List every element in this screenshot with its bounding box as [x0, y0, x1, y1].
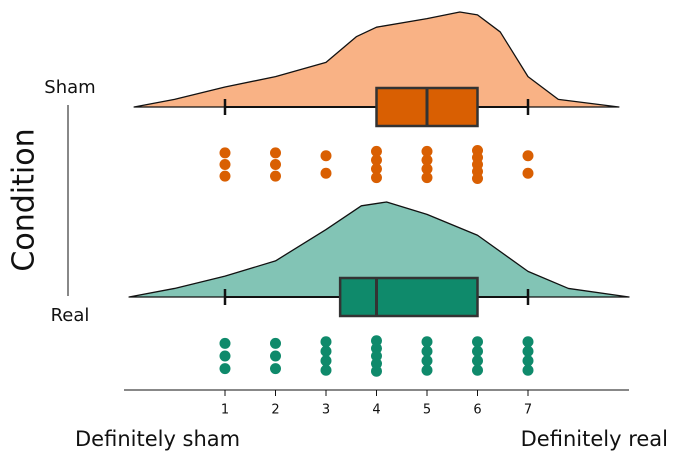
point — [219, 363, 231, 375]
density — [133, 11, 620, 108]
point — [421, 154, 433, 166]
point — [522, 167, 534, 179]
density — [128, 201, 630, 298]
x-tick-label: 4 — [372, 403, 380, 418]
point — [472, 336, 483, 348]
point — [219, 159, 231, 170]
point — [270, 170, 281, 182]
point — [522, 355, 534, 367]
x-tick-label: 6 — [473, 403, 481, 418]
point — [219, 147, 231, 159]
x-label-high: Definitely real — [521, 427, 668, 451]
point — [320, 345, 332, 357]
point — [270, 363, 281, 375]
point — [371, 342, 382, 354]
point — [421, 163, 433, 175]
point — [270, 159, 281, 170]
point — [371, 358, 382, 370]
point — [522, 345, 534, 357]
point — [421, 145, 433, 157]
x-tick-label: 3 — [322, 403, 330, 418]
box — [338, 276, 479, 318]
point — [320, 364, 332, 376]
point — [371, 335, 382, 347]
point — [421, 345, 433, 357]
point — [320, 150, 332, 162]
point — [270, 337, 281, 349]
point — [371, 163, 382, 175]
point — [472, 355, 483, 367]
point — [320, 355, 332, 367]
point — [320, 336, 332, 348]
point — [472, 345, 483, 357]
x-tick-label: 7 — [524, 403, 532, 418]
point — [371, 365, 382, 377]
x-tick-label: 2 — [271, 403, 279, 418]
point — [522, 150, 534, 162]
group-label: Real — [51, 305, 90, 326]
point — [371, 172, 382, 184]
x-tick-label: 1 — [221, 403, 229, 418]
point — [270, 147, 281, 159]
y-axis-title: Condition — [7, 128, 42, 271]
point — [522, 336, 534, 348]
point — [371, 145, 382, 157]
point — [421, 355, 433, 367]
group-label: Sham — [44, 77, 95, 98]
point — [219, 350, 231, 362]
point — [472, 173, 483, 184]
point — [522, 364, 534, 376]
point — [371, 154, 382, 166]
point — [472, 364, 483, 376]
point — [421, 172, 433, 184]
x-tick-label: 5 — [423, 403, 431, 418]
point — [219, 170, 231, 182]
point — [270, 350, 281, 362]
point — [421, 364, 433, 376]
point — [219, 337, 231, 349]
point — [371, 350, 382, 362]
point — [421, 336, 433, 348]
point — [320, 167, 332, 179]
x-label-low: Definitely sham — [75, 427, 240, 451]
